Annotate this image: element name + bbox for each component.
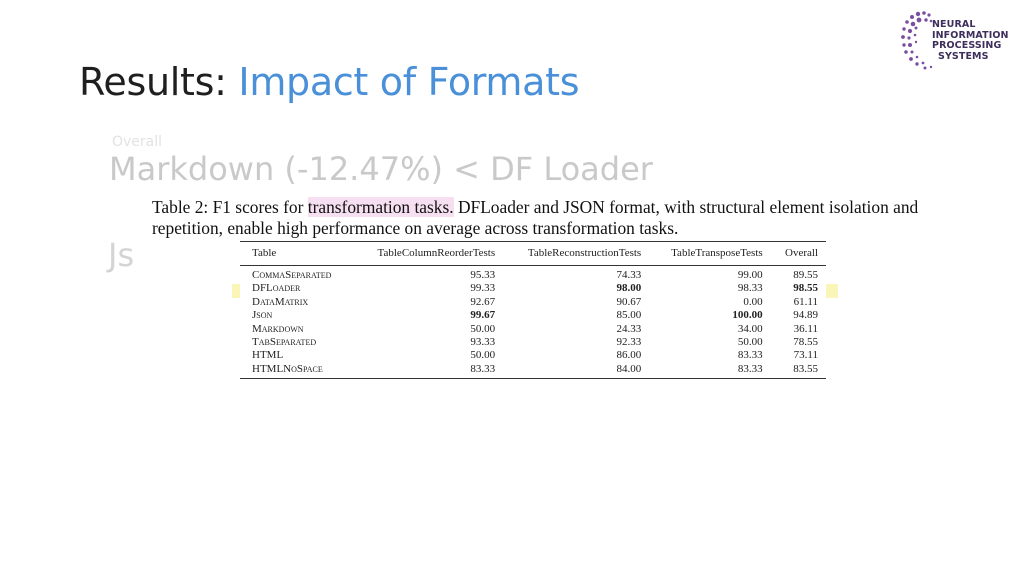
cell-overall: 78.55 bbox=[793, 336, 818, 349]
header-transpose: TableTransposeTests bbox=[649, 242, 771, 266]
cell-reconstruction: 74.33 bbox=[616, 269, 642, 281]
neurips-logo-mark-icon bbox=[901, 11, 933, 70]
cell-reconstruction: 85.00 bbox=[616, 309, 642, 322]
row-format-name: TabSeparated bbox=[252, 336, 317, 349]
caption-part-2: DFLoader and JSON format, with structura… bbox=[152, 197, 919, 238]
table-row: Markdown 50.00 24.33 34.00 36.11 bbox=[240, 323, 826, 336]
logo-line: INFORMATION bbox=[932, 29, 1009, 41]
slide-title-suffix: Impact of Formats bbox=[238, 60, 580, 104]
header-reconstruction: TableReconstructionTests bbox=[503, 242, 650, 266]
table-header-row: Table TableColumnReorderTests TableRecon… bbox=[240, 242, 826, 266]
cell-column-reorder: 92.67 bbox=[470, 295, 496, 308]
cell-transpose: 83.33 bbox=[737, 349, 763, 362]
cell-reconstruction: 84.00 bbox=[616, 362, 642, 375]
cell-reconstruction: 86.00 bbox=[616, 349, 642, 362]
cell-column-reorder: 50.00 bbox=[470, 322, 496, 335]
row-format-name: HTML bbox=[252, 349, 284, 362]
cell-transpose: 83.33 bbox=[737, 362, 763, 375]
cell-column-reorder: 99.33 bbox=[470, 282, 496, 295]
cell-transpose: 100.00 bbox=[732, 309, 763, 322]
cell-overall: 94.89 bbox=[793, 309, 818, 322]
row-format-name: CommaSeparated bbox=[252, 269, 332, 281]
header-overall: Overall bbox=[770, 242, 826, 266]
cell-reconstruction: 24.33 bbox=[616, 322, 642, 335]
table-row: HTML 50.00 86.00 83.33 73.11 bbox=[240, 349, 826, 362]
cell-column-reorder: 83.33 bbox=[470, 362, 496, 375]
header-column-reorder: TableColumnReorderTests bbox=[352, 242, 504, 266]
row-format-name: Json bbox=[252, 309, 273, 322]
ghost-heading-json: Js bbox=[108, 236, 135, 274]
cell-overall: 98.55 bbox=[793, 282, 818, 295]
cell-overall: 83.55 bbox=[793, 362, 818, 375]
cell-overall: 73.11 bbox=[793, 349, 818, 362]
ghost-heading-markdown: Markdown (-12.47%) < DF Loader bbox=[109, 150, 653, 188]
logo-line: SYSTEMS bbox=[938, 50, 989, 62]
row-format-name: DataMatrix bbox=[252, 295, 309, 308]
cell-transpose: 98.33 bbox=[737, 282, 763, 295]
cell-overall: 36.11 bbox=[793, 322, 818, 335]
ghost-label-overall: Overall bbox=[112, 134, 163, 150]
cell-transpose: 50.00 bbox=[737, 336, 763, 349]
cell-overall: 89.55 bbox=[793, 269, 818, 281]
logo-line: NEURAL bbox=[932, 19, 976, 30]
cell-reconstruction: 90.67 bbox=[616, 295, 642, 308]
cell-reconstruction: 98.00 bbox=[616, 282, 642, 295]
cell-column-reorder: 50.00 bbox=[470, 349, 496, 362]
cell-reconstruction: 92.33 bbox=[616, 336, 642, 349]
table-row: Json 99.67 85.00 100.00 94.89 bbox=[240, 309, 826, 322]
table-row: CommaSeparated 95.33 74.33 99.00 89.55 bbox=[240, 266, 826, 283]
cell-column-reorder: 99.67 bbox=[470, 309, 496, 322]
cell-transpose: 0.00 bbox=[743, 295, 763, 308]
neurips-logo: NEURAL INFORMATION PROCESSING SYSTEMS bbox=[898, 6, 1010, 74]
row-format-name: HTMLNoSpace bbox=[252, 362, 323, 375]
table-caption: Table 2: F1 scores for transformation ta… bbox=[150, 197, 932, 239]
caption-part-1: Table 2: F1 scores for bbox=[152, 197, 308, 217]
cell-transpose: 99.00 bbox=[737, 269, 763, 281]
cell-column-reorder: 95.33 bbox=[470, 269, 496, 281]
logo-text: NEURAL INFORMATION PROCESSING SYSTEMS bbox=[932, 19, 1009, 62]
table-body: CommaSeparated 95.33 74.33 99.00 89.55 D… bbox=[240, 266, 826, 379]
table-row: HTMLNoSpace 83.33 84.00 83.33 83.55 bbox=[240, 363, 826, 378]
table-row: DataMatrix 92.67 90.67 0.00 61.11 bbox=[240, 296, 826, 309]
table-row: TabSeparated 93.33 92.33 50.00 78.55 bbox=[240, 336, 826, 349]
results-table: Table TableColumnReorderTests TableRecon… bbox=[240, 241, 826, 380]
header-table: Table bbox=[240, 242, 353, 266]
caption-highlight: transformation tasks. bbox=[307, 197, 454, 217]
table-row: DFLoader 99.33 98.00 98.33 98.55 bbox=[240, 282, 826, 295]
slide-title: Results: Impact of Formats bbox=[79, 60, 580, 104]
slide-title-prefix: Results: bbox=[79, 60, 227, 104]
cell-overall: 61.11 bbox=[793, 295, 818, 308]
cell-column-reorder: 93.33 bbox=[470, 336, 496, 349]
row-format-name: Markdown bbox=[252, 322, 304, 335]
row-format-name: DFLoader bbox=[252, 282, 301, 295]
logo-line: PROCESSING bbox=[932, 40, 1002, 51]
cell-transpose: 34.00 bbox=[737, 322, 763, 335]
